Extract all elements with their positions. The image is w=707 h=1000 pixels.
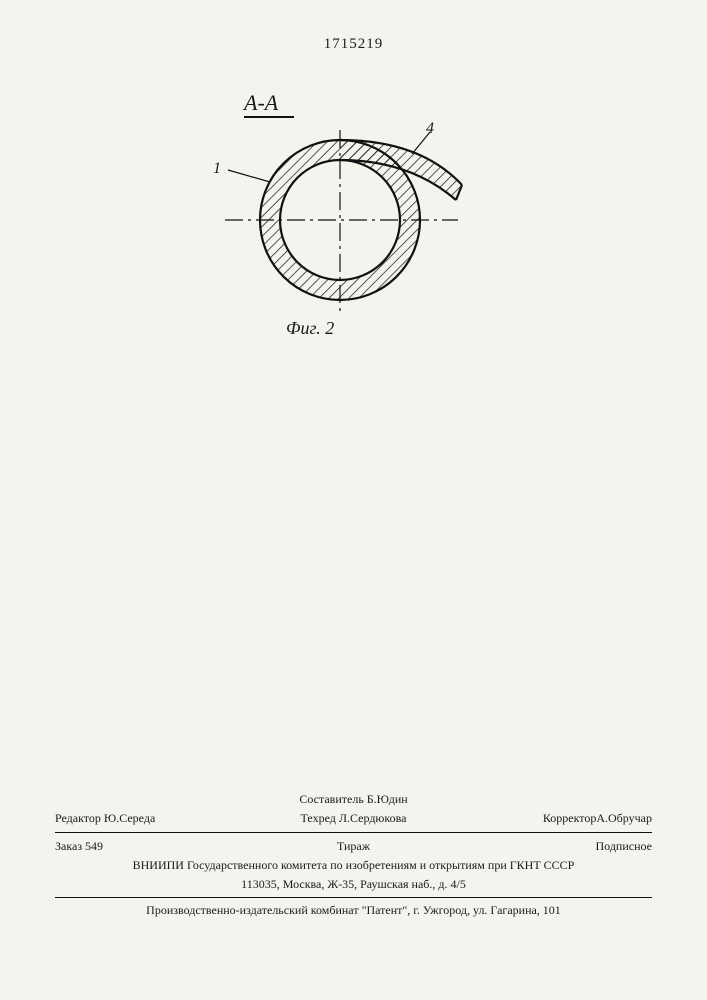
figure-2: А-А 1 4 xyxy=(210,90,510,350)
rule-1 xyxy=(55,832,652,833)
compiler-text: Составитель Б.Юдин xyxy=(299,792,407,807)
figure-2-svg xyxy=(210,90,510,350)
credits-compiler-row: Составитель Б.Юдин xyxy=(55,790,652,809)
editor-text: Редактор Ю.Середа xyxy=(55,811,254,826)
publisher-text: Производственно-издательский комбинат "П… xyxy=(146,903,561,918)
org2-row: 113035, Москва, Ж-35, Раушская наб., д. … xyxy=(55,875,652,894)
order-text: Заказ 549 xyxy=(55,839,254,854)
callout-4: 4 xyxy=(426,120,434,138)
rule-2 xyxy=(55,897,652,898)
document-number: 1715219 xyxy=(0,36,707,53)
figure-caption: Фиг. 2 xyxy=(286,318,334,339)
credits-block: Составитель Б.Юдин Редактор Ю.Середа Тех… xyxy=(55,790,652,920)
order-row: Заказ 549 Тираж Подписное xyxy=(55,837,652,856)
publisher-row: Производственно-издательский комбинат "П… xyxy=(55,901,652,920)
page-container: 1715219 А-А 1 4 xyxy=(0,0,707,1000)
credits-editor-row: Редактор Ю.Середа Техред Л.Сердюкова Кор… xyxy=(55,809,652,828)
org1-text: ВНИИПИ Государственного комитета по изоб… xyxy=(133,858,575,873)
corrector-text: КорректорА.Обручар xyxy=(453,811,652,826)
org1-row: ВНИИПИ Государственного комитета по изоб… xyxy=(55,856,652,875)
techred-text: Техред Л.Сердюкова xyxy=(254,811,453,826)
org2-text: 113035, Москва, Ж-35, Раушская наб., д. … xyxy=(241,877,466,892)
section-cut-underline xyxy=(244,116,294,118)
leader-1 xyxy=(228,170,270,182)
callout-1: 1 xyxy=(213,160,221,178)
tirazh-text: Тираж xyxy=(254,839,453,854)
subscribe-text: Подписное xyxy=(453,839,652,854)
section-cut-label: А-А xyxy=(244,90,278,116)
